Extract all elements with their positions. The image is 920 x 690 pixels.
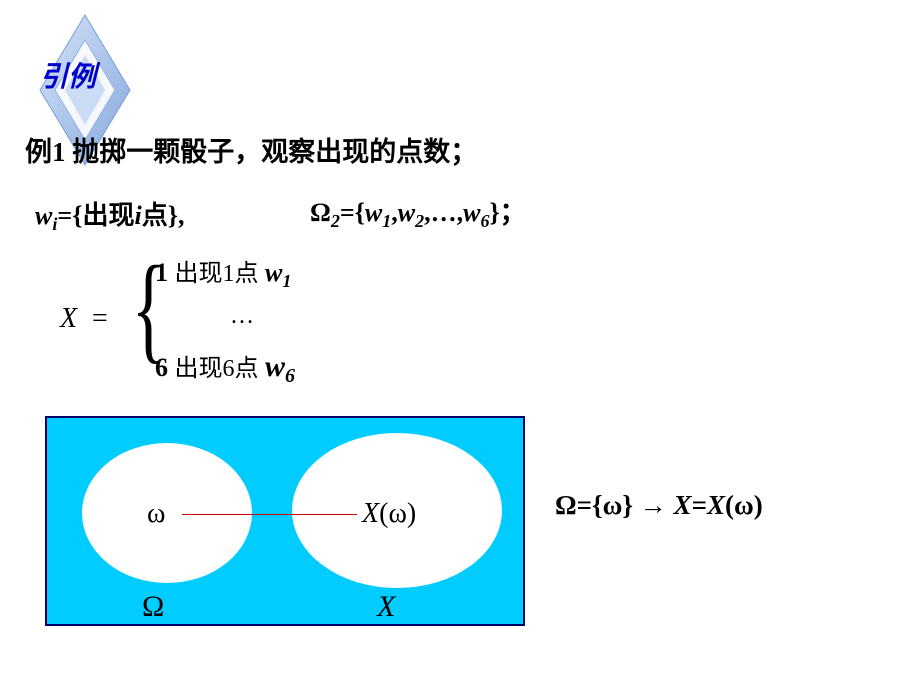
mapping-expression: Ω={ω} → X=X(ω)	[555, 490, 763, 521]
case6-suffix: 点	[235, 356, 259, 382]
case6-w: w	[265, 350, 285, 383]
wi-var: w	[35, 201, 52, 230]
wi-close: },	[168, 201, 185, 230]
omega2-s1: 1	[382, 211, 391, 231]
example-label: 例1	[25, 137, 66, 167]
map-omega-small: ω	[603, 490, 623, 520]
domain-label: Ω	[142, 590, 164, 624]
wi-equals: =	[57, 201, 72, 230]
map-pclose: )	[754, 490, 763, 520]
map-arrow: →	[633, 490, 674, 520]
omega2-s2: 2	[415, 211, 424, 231]
domain-ellipse	[82, 443, 252, 583]
case-row-6: 6 出现6点 w6	[155, 348, 295, 388]
case-ellipsis: …	[230, 303, 254, 330]
omega2-eq: =	[340, 198, 355, 227]
case1-w: w	[265, 258, 282, 287]
case1-wsub: 1	[282, 271, 291, 291]
map-x1: X	[674, 490, 692, 520]
map-omega2: ω	[734, 490, 754, 520]
map-omega-big: Ω	[555, 490, 577, 520]
mapping-connector	[182, 514, 357, 515]
case6-wsub: 6	[285, 365, 295, 387]
omega2-w6: w	[463, 198, 480, 227]
xomega-omega: ω	[388, 498, 406, 529]
x-of-omega-label: X(ω)	[362, 498, 416, 530]
omega2-w2: w	[398, 198, 415, 227]
case1-prefix: 出现	[175, 261, 223, 287]
map-popen: (	[725, 490, 734, 520]
case1-val: 1	[155, 258, 168, 287]
case1-suffix: 点	[235, 261, 259, 287]
case1-num: 1	[223, 261, 235, 287]
map-eq1: =	[577, 490, 592, 520]
example-statement: 例1 抛掷一颗骰子，观察出现的点数；	[25, 130, 477, 169]
map-x2: X	[707, 490, 725, 520]
case6-num: 6	[223, 356, 235, 382]
wi-definition: wi={出现i点},	[35, 195, 184, 235]
xomega-x: X	[362, 498, 379, 529]
section-heading: 引例	[40, 55, 96, 95]
omega2-sub: 2	[331, 211, 340, 231]
x-variable: X	[60, 303, 77, 335]
x-equals: =	[92, 303, 108, 335]
omega2-ell: …	[431, 198, 457, 227]
omega2-sym: Ω	[310, 198, 331, 227]
mapping-diagram: ω X(ω) Ω X	[45, 416, 525, 626]
xomega-close: )	[407, 498, 416, 529]
omega2-w1: w	[365, 198, 382, 227]
map-open: {	[592, 490, 603, 520]
omega2-definition: Ω2={w1,w2,…,w6}；	[310, 192, 526, 232]
map-eq2: =	[692, 490, 707, 520]
wi-prefix: 出现	[82, 201, 134, 230]
case-row-1: 1 出现1点 w1	[155, 253, 291, 292]
example-text: 抛掷一颗骰子，观察出现的点数；	[72, 137, 477, 167]
case6-prefix: 出现	[175, 356, 223, 382]
wi-open: {	[72, 201, 82, 230]
wi-textvar: i	[134, 201, 141, 230]
map-close: }	[622, 490, 633, 520]
codomain-label: X	[377, 590, 395, 624]
omega-element-label: ω	[147, 498, 165, 530]
wi-suffix: 点	[142, 201, 168, 230]
case6-val: 6	[155, 353, 168, 382]
